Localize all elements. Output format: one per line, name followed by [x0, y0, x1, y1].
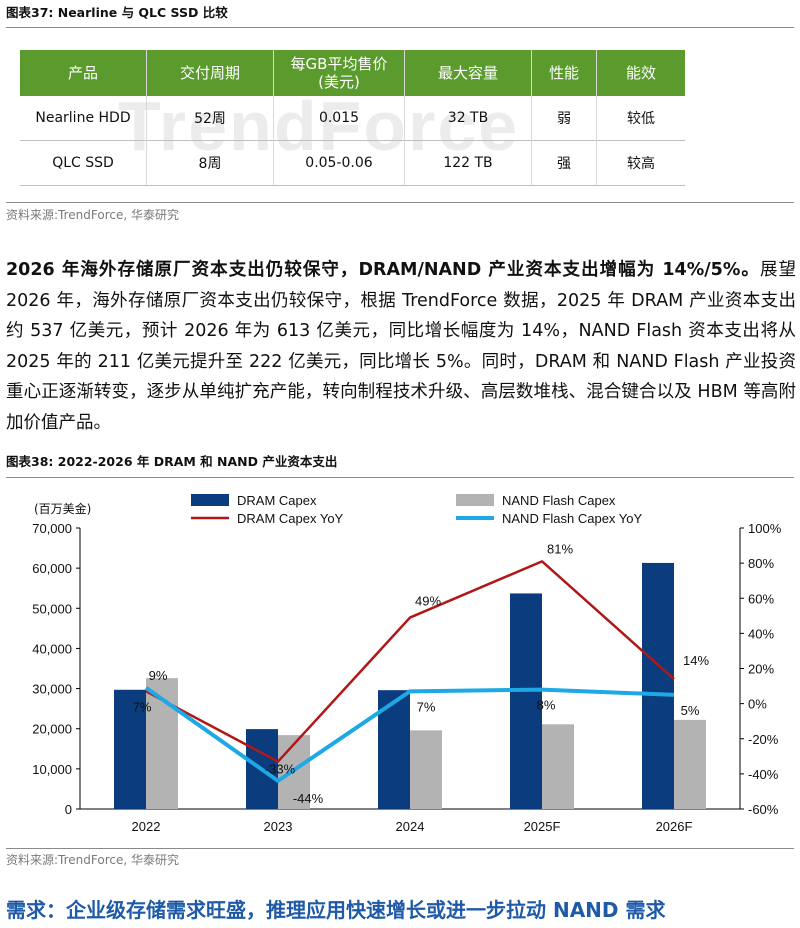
dram-yoy-label: -33%: [265, 762, 296, 777]
figure-37-source: 资料来源:TrendForce, 华泰研究: [6, 208, 179, 222]
header-product: 产品: [20, 50, 147, 96]
body-paragraph: 2026 年海外存储原厂资本支出仍较保守，DRAM/NAND 产业资本支出增幅为…: [6, 255, 796, 438]
paragraph-lead: 2026 年海外存储原厂资本支出仍较保守，DRAM/NAND 产业资本支出增幅为…: [6, 260, 760, 280]
capex-chart: 0 10,000 20,000 30,000 40,000 50,000 60,000 70,…: [32, 493, 782, 834]
table-row: QLC SSD 8周 0.05-0.06 122 TB 强 较高: [20, 140, 685, 186]
line-nand-flash-capex-yoy: [144, 686, 675, 783]
table-cell: Nearline HDD: [20, 96, 147, 141]
x-tick-label: 2024: [396, 819, 425, 834]
legend-label: DRAM Capex YoY: [237, 511, 344, 526]
header-performance: 性能: [531, 50, 597, 96]
left-tick-label: 50,000: [32, 601, 72, 616]
table-cell: 8周: [146, 140, 274, 186]
table-cell: QLC SSD: [20, 140, 147, 186]
legend-label: NAND Flash Capex: [502, 493, 616, 508]
legend-swatch: [456, 494, 494, 506]
bar-dram-capex: [642, 562, 674, 809]
left-tick-label: 0: [65, 802, 72, 817]
left-tick-label: 30,000: [32, 682, 72, 697]
bar-dram-capex: [510, 593, 542, 809]
x-tick-label: 2022: [132, 819, 161, 834]
right-tick-label: 80%: [748, 556, 774, 571]
header-lead-time: 交付周期: [146, 50, 274, 96]
table-cell: 0.05-0.06: [273, 140, 405, 186]
header-max-capacity: 最大容量: [404, 50, 532, 96]
left-tick-label: 40,000: [32, 641, 72, 656]
bar-nand-flash-capex: [542, 724, 574, 809]
legend-label: DRAM Capex: [237, 493, 317, 508]
dram-yoy-label: 49%: [415, 594, 441, 609]
header-efficiency: 能效: [596, 50, 685, 96]
figure-38-bottom-rule: [6, 848, 794, 849]
comparison-table: 产品 交付周期 每GB平均售价 (美元) 最大容量 性能 能效 Nearline …: [20, 50, 685, 186]
dram-yoy-label: 14%: [683, 653, 709, 668]
legend-swatch: [191, 494, 229, 506]
figure-38-top-rule: [6, 477, 794, 478]
nand-yoy-label: 9%: [149, 668, 168, 683]
left-tick-label: 10,000: [32, 762, 72, 777]
table-cell: 较低: [627, 111, 655, 127]
bar-nand-flash-capex: [410, 730, 442, 809]
header-price-per-gb: 每GB平均售价 (美元): [273, 50, 405, 96]
paragraph-body: 展望 2026 年，海外存储原厂资本支出仍较保守，根据 TrendForce 数…: [6, 260, 797, 433]
table-header-row: 产品 交付周期 每GB平均售价 (美元) 最大容量 性能 能效: [20, 50, 685, 96]
left-tick-label: 70,000: [32, 521, 72, 536]
table-cell: 52周: [146, 96, 274, 141]
nand-yoy-label: 8%: [537, 698, 556, 713]
table-cell: 弱: [531, 96, 597, 141]
right-tick-label: -40%: [748, 767, 779, 782]
legend-label: NAND Flash Capex YoY: [502, 511, 643, 526]
right-tick-label: 60%: [748, 591, 774, 606]
x-tick-label: 2023: [264, 819, 293, 834]
table-cell: 122 TB: [404, 140, 532, 186]
comparison-table-wrap: 产品 交付周期 每GB平均售价 (美元) 最大容量 性能 能效 Nearline …: [20, 50, 685, 186]
left-tick-label: 20,000: [32, 722, 72, 737]
table-cell: 32 TB: [404, 96, 532, 141]
y-unit-label: (百万美金): [34, 501, 91, 516]
nand-yoy-label: 7%: [417, 699, 436, 714]
table-cell: 较高: [596, 140, 685, 186]
right-tick-label: 100%: [748, 521, 782, 536]
right-tick-label: 40%: [748, 626, 774, 641]
table-cell: 0.015: [273, 96, 405, 141]
figure-38-source: 资料来源:TrendForce, 华泰研究: [6, 853, 179, 867]
right-tick-label: -20%: [748, 732, 779, 747]
left-tick-label: 60,000: [32, 561, 72, 576]
right-tick-label: -60%: [748, 802, 779, 817]
line-dram-capex-yoy: [145, 560, 675, 763]
figure-38-title: 图表38: 2022-2026 年 DRAM 和 NAND 产业资本支出: [6, 454, 338, 469]
bar-dram-capex: [114, 689, 146, 809]
nand-yoy-label: -44%: [293, 791, 324, 806]
right-tick-label: 20%: [748, 662, 774, 677]
table-row: Nearline HDD 52周 0.015 32 TB 弱 较低: [20, 96, 685, 141]
x-tick-label: 2026F: [656, 819, 693, 834]
figure-37-bottom-rule: [6, 202, 794, 203]
figure-37-top-rule: [6, 27, 794, 28]
bar-nand-flash-capex: [674, 719, 706, 809]
section-heading: 需求：企业级存储需求旺盛，推理应用快速增长或进一步拉动 NAND 需求: [6, 898, 666, 922]
right-tick-label: 0%: [748, 697, 767, 712]
table-cell: 强: [531, 140, 597, 186]
figure-37-title: 图表37: Nearline 与 QLC SSD 比较: [6, 5, 228, 20]
nand-yoy-label: 5%: [681, 703, 700, 718]
dram-yoy-label: 81%: [547, 541, 573, 556]
dram-yoy-label: 7%: [133, 699, 152, 714]
x-tick-label: 2025F: [524, 819, 561, 834]
